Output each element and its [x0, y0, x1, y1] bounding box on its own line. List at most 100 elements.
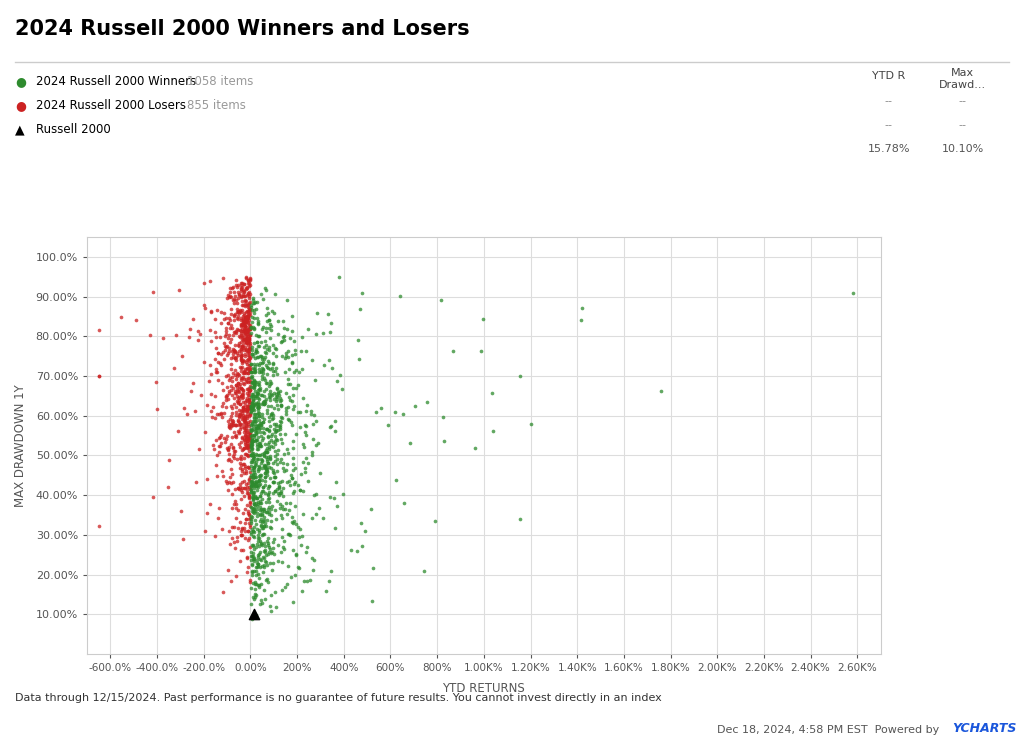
Point	[271, 423, 288, 435]
Point	[238, 441, 254, 453]
Point	[241, 420, 257, 432]
Point	[210, 512, 226, 524]
Point	[244, 477, 260, 489]
Point	[238, 439, 254, 451]
Point	[237, 296, 253, 308]
Point	[334, 383, 350, 395]
Point	[219, 347, 236, 359]
Point	[222, 575, 239, 587]
Point	[213, 437, 229, 449]
Point	[250, 560, 266, 572]
Point	[241, 390, 257, 402]
Point	[239, 419, 255, 431]
Point	[237, 315, 253, 327]
Point	[240, 345, 256, 357]
Point	[250, 568, 266, 580]
Point	[303, 408, 319, 420]
Point	[207, 326, 223, 338]
Point	[288, 428, 304, 440]
Point	[257, 517, 273, 529]
Point	[238, 431, 254, 443]
Point	[261, 506, 278, 518]
Point	[295, 456, 311, 468]
Point	[219, 441, 236, 453]
Point	[240, 332, 256, 344]
Point	[241, 514, 257, 526]
Point	[281, 401, 297, 413]
Point	[242, 382, 258, 394]
Point	[246, 455, 262, 467]
Point	[256, 385, 272, 397]
Point	[281, 378, 297, 390]
Point	[236, 442, 252, 454]
Point	[203, 388, 219, 400]
Point	[236, 354, 252, 366]
Point	[258, 549, 274, 561]
Point	[196, 356, 212, 368]
Point	[285, 452, 301, 464]
Point	[287, 476, 303, 488]
Point	[249, 478, 265, 490]
Point	[290, 406, 306, 418]
Point	[257, 547, 273, 559]
Point	[236, 323, 252, 335]
Point	[210, 374, 226, 386]
Point	[249, 398, 265, 410]
Point	[228, 535, 245, 547]
Point	[218, 432, 234, 444]
Point	[239, 324, 255, 336]
Point	[236, 332, 252, 344]
Point	[239, 331, 255, 343]
Point	[198, 426, 214, 438]
Point	[232, 383, 249, 395]
Point	[240, 399, 256, 411]
Point	[250, 559, 266, 571]
Point	[160, 481, 176, 493]
Point	[244, 341, 260, 353]
Point	[237, 320, 253, 332]
Point	[228, 312, 245, 324]
Point	[305, 432, 322, 444]
Point	[242, 393, 258, 405]
Point	[254, 362, 270, 374]
Point	[473, 345, 489, 357]
Point	[237, 320, 253, 332]
Point	[231, 452, 248, 464]
Point	[228, 323, 245, 335]
Point	[247, 359, 263, 371]
Point	[203, 305, 219, 317]
Point	[168, 329, 184, 341]
Point	[241, 353, 257, 365]
Point	[236, 316, 252, 328]
Point	[213, 377, 229, 389]
Point	[305, 417, 322, 429]
Point	[241, 342, 257, 354]
Point	[229, 297, 246, 309]
Point	[279, 402, 295, 414]
Point	[255, 426, 271, 438]
Point	[225, 536, 242, 548]
Point	[246, 381, 262, 393]
Point	[348, 545, 365, 557]
Point	[218, 391, 234, 403]
Point	[249, 484, 265, 496]
Point	[248, 609, 264, 621]
Point	[307, 508, 324, 520]
Point	[241, 297, 257, 309]
Point	[232, 411, 249, 423]
Point	[296, 575, 312, 587]
Point	[227, 409, 244, 421]
Point	[269, 483, 286, 495]
Point	[261, 443, 278, 455]
Point	[252, 471, 268, 483]
Point	[259, 302, 275, 314]
Point	[251, 449, 267, 461]
Point	[239, 432, 255, 444]
Point	[245, 395, 261, 407]
Point	[280, 344, 296, 356]
Point	[228, 387, 245, 399]
Point	[353, 517, 370, 529]
Point	[254, 370, 270, 382]
Point	[233, 329, 250, 341]
Point	[231, 409, 248, 421]
